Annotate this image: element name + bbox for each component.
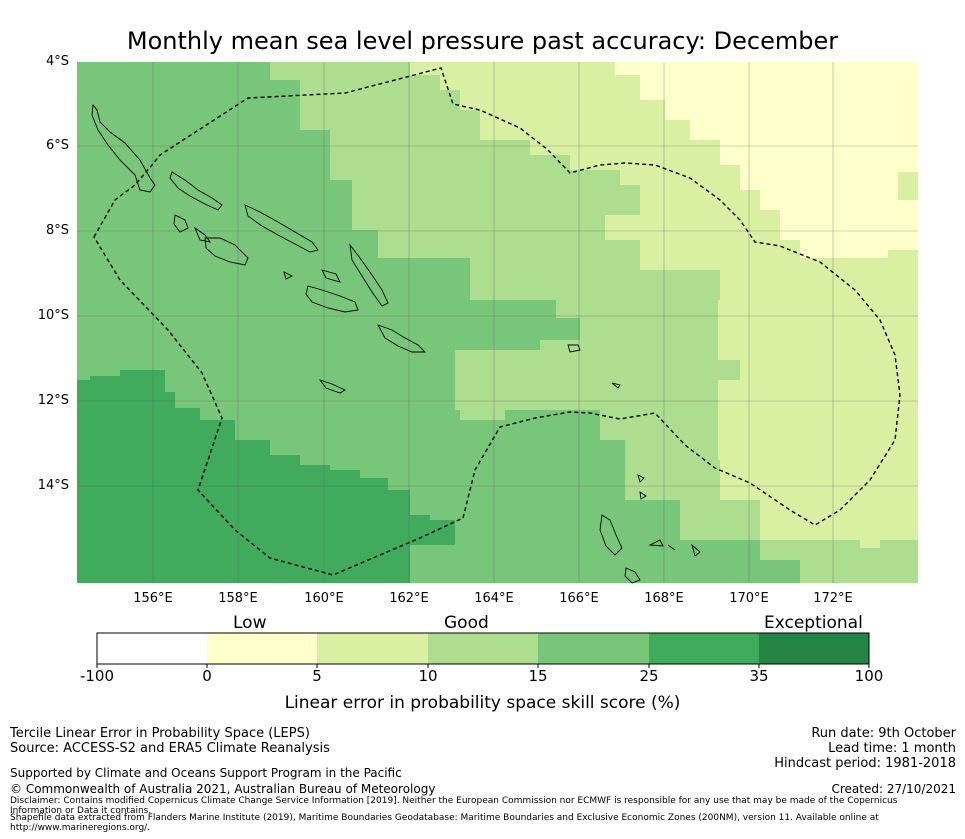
lon-label: 170°E <box>729 591 769 606</box>
island-malaita <box>349 243 389 307</box>
lon-label: 172°E <box>813 591 853 606</box>
eez-solomon-islands <box>93 67 901 576</box>
colorbar-tick: 15 <box>528 667 548 685</box>
lat-label: 4°S <box>45 54 69 69</box>
graticule <box>77 62 918 583</box>
colorbar-swatch-2 <box>317 633 428 664</box>
lon-label: 158°E <box>218 591 258 606</box>
footer-disclaimer-line1: Disclaimer: Contains modified Copernicus… <box>10 796 898 806</box>
lon-label: 166°E <box>559 591 599 606</box>
chart-title: Monthly mean sea level pressure past acc… <box>126 27 839 55</box>
colorbar-tick: -100 <box>79 667 115 685</box>
footer-run-date: Run date: 9th October <box>811 726 956 741</box>
skill-field <box>77 62 918 583</box>
island-santa-cruz <box>377 324 427 353</box>
lon-label: 164°E <box>474 591 514 606</box>
island-new-georgia <box>173 214 212 243</box>
colorbar <box>96 632 870 668</box>
lon-label: 162°E <box>389 591 429 606</box>
footer-method: Tercile Linear Error in Probability Spac… <box>10 726 310 741</box>
colorbar-swatch-0 <box>97 633 207 664</box>
field-zone-mid-central <box>455 350 540 410</box>
field-zone-mid-east <box>760 560 800 583</box>
lat-label: 12°S <box>37 393 69 408</box>
footer-created: Created: 27/10/2021 <box>831 782 956 796</box>
lon-label: 156°E <box>133 591 173 606</box>
colorbar-tick: 0 <box>202 667 212 685</box>
colorbar-category-exceptional: Exceptional <box>764 613 863 633</box>
colorbar-frame <box>96 632 870 665</box>
field-patch-pale <box>836 95 918 101</box>
colorbar-tick: 35 <box>749 667 769 685</box>
coastlines <box>91 103 701 584</box>
colorbar-swatch-6 <box>759 633 869 664</box>
footer-shapefile-line2: http://www.marineregions.org/. <box>10 823 151 833</box>
island-guadalcanal <box>204 237 249 266</box>
island-makira <box>305 285 359 313</box>
colorbar-tick: 5 <box>312 667 322 685</box>
colorbar-tick: 25 <box>639 667 659 685</box>
footer-source: Source: ACCESS-S2 and ERA5 Climate Reana… <box>10 741 330 756</box>
footer-lead-time: Lead time: 1 month <box>828 741 956 756</box>
colorbar-title: Linear error in probability space skill … <box>284 693 681 713</box>
island-bougainville <box>91 103 156 193</box>
colorbar-swatch-3 <box>428 633 538 664</box>
footer-hindcast: Hindcast period: 1981-2018 <box>774 756 956 771</box>
footer-support: Supported by Climate and Oceans Support … <box>10 766 402 780</box>
island-espiritu-santo <box>599 514 623 556</box>
colorbar-category-good: Good <box>444 613 489 633</box>
island-small-a <box>567 344 581 353</box>
island-santa-isabel <box>244 204 319 253</box>
island-choiseul <box>169 171 223 211</box>
colorbar-swatch-5 <box>649 633 759 664</box>
island-small-d <box>648 539 701 557</box>
colorbar-tick: 10 <box>418 667 438 685</box>
footer-shapefile-line1: Shapefile data extracted from Flanders M… <box>10 813 879 823</box>
footer-disclaimer-line2: Information or Data it contains. <box>10 806 152 816</box>
lat-label: 6°S <box>45 138 69 153</box>
colorbar-tick: 100 <box>854 667 884 685</box>
lat-label: 14°S <box>37 478 69 493</box>
colorbar-category-low: Low <box>233 613 267 633</box>
lat-label: 8°S <box>45 223 69 238</box>
island-small-b <box>611 382 621 389</box>
colorbar-swatch-1 <box>207 633 317 664</box>
colorbar-swatch-4 <box>538 633 649 664</box>
island-small-c <box>637 474 647 500</box>
lon-label: 160°E <box>304 591 344 606</box>
field-zone-dark <box>77 370 455 583</box>
footer-copyright: © Commonwealth of Australia 2021, Austra… <box>10 782 436 796</box>
island-malekula <box>624 567 641 584</box>
eez-boundaries <box>93 67 901 576</box>
island-small-e <box>283 269 341 283</box>
lon-label: 168°E <box>644 591 684 606</box>
field-patch-west <box>80 155 98 173</box>
field-zone-pale <box>615 62 918 258</box>
island-rennell <box>318 379 346 394</box>
lat-label: 10°S <box>37 308 69 323</box>
